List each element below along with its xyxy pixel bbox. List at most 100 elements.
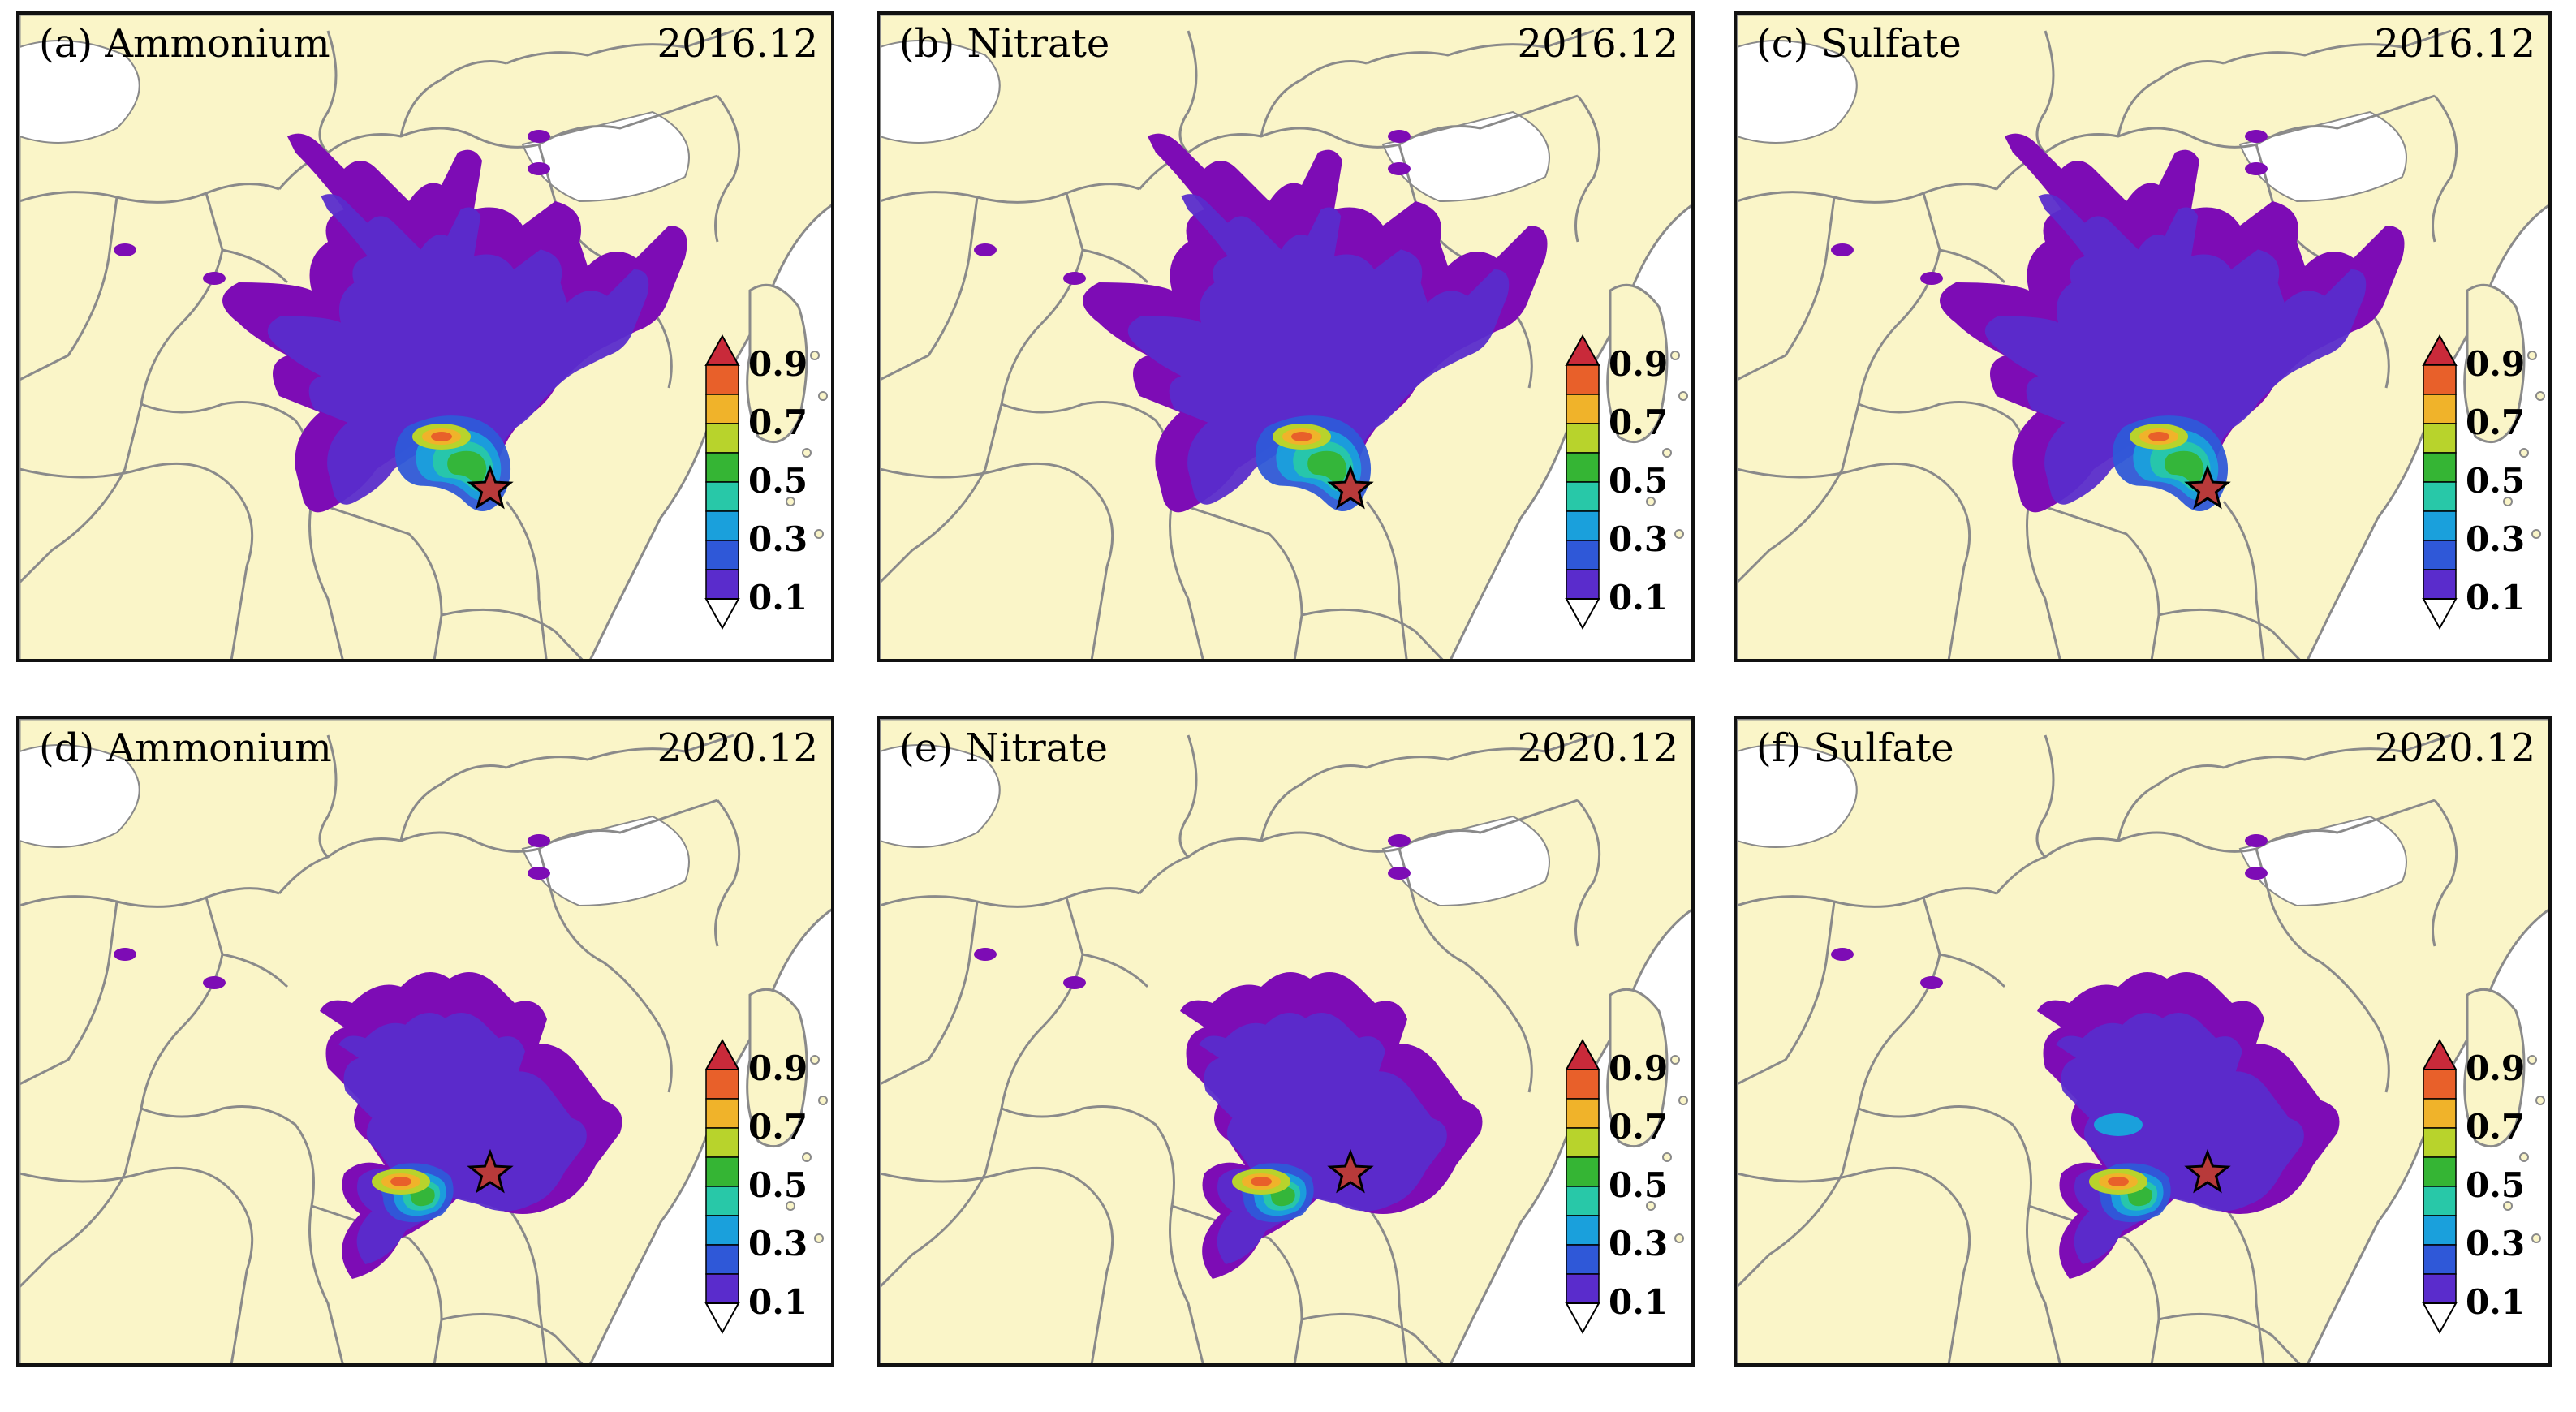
province-border xyxy=(1260,60,1368,137)
island xyxy=(2503,1201,2513,1211)
colorbar-segment xyxy=(705,510,739,541)
province-border xyxy=(441,608,584,659)
province-border xyxy=(2028,1204,2160,1363)
colorbar-tick-label: 0.1 xyxy=(1609,1282,1669,1322)
province-border xyxy=(880,1166,1114,1363)
island xyxy=(1674,529,1684,539)
province-border xyxy=(1366,29,1595,65)
colorbar-tick-label: 0.1 xyxy=(748,1282,808,1322)
star-icon xyxy=(467,464,514,510)
colorbar: 0.9 0.7 0.5 0.3 0.1 xyxy=(2419,320,2540,659)
province-border xyxy=(2320,961,2390,1093)
isolated-contour xyxy=(2245,130,2268,143)
colorbar-segment xyxy=(1566,394,1600,424)
colorbar-segment xyxy=(1566,540,1600,570)
province-border xyxy=(473,94,718,149)
colorbar-segment xyxy=(705,1244,739,1275)
isolated-contour xyxy=(1831,948,1854,961)
isolated-contour xyxy=(203,976,226,989)
panel-label: (f) Sulfate xyxy=(1756,725,1954,771)
colorbar-segment xyxy=(2423,423,2457,454)
province-border xyxy=(2222,501,2265,659)
province-border xyxy=(19,1166,254,1363)
concentration-contours xyxy=(974,834,1483,1279)
colorbar-tick-label: 0.9 xyxy=(2466,344,2526,384)
province-border xyxy=(19,901,118,1086)
colorbar-segment xyxy=(705,481,739,512)
province-border xyxy=(2222,1205,2265,1363)
colorbar-segment xyxy=(2423,1127,2457,1158)
colorbar-extend-max xyxy=(704,1038,740,1070)
colorbar-extend-min xyxy=(2422,1302,2458,1335)
province-border xyxy=(1737,897,1941,1289)
colorbar: 0.9 0.7 0.5 0.3 0.1 xyxy=(701,320,823,659)
province-border xyxy=(1178,734,1198,859)
province-border xyxy=(2158,1312,2301,1363)
colorbar-tick-label: 0.9 xyxy=(748,1048,808,1088)
province-border xyxy=(880,462,1114,659)
colorbar-svg xyxy=(704,1038,740,1335)
island xyxy=(2535,391,2545,401)
province-border xyxy=(1939,953,2006,988)
colorbar-segment xyxy=(1566,364,1600,395)
province-border xyxy=(880,897,1084,1289)
province-border xyxy=(505,1205,548,1363)
colorbar-segment xyxy=(705,1186,739,1216)
colorbar-tick-label: 0.7 xyxy=(748,1107,808,1147)
isolated-contour xyxy=(1063,272,1086,285)
province-border xyxy=(19,192,224,584)
isolated-contour xyxy=(1388,834,1411,847)
island xyxy=(1662,1152,1672,1162)
island xyxy=(818,1096,828,1105)
province-border xyxy=(1574,95,1601,243)
desert-region xyxy=(1737,40,1858,144)
province-border xyxy=(19,183,280,204)
island xyxy=(810,351,820,360)
colorbar-tick-label: 0.9 xyxy=(748,344,808,384)
province-border xyxy=(1995,831,2192,894)
colorbar-tick-label: 0.3 xyxy=(748,1224,808,1263)
colorbar-segment xyxy=(1566,481,1600,512)
bohai-sea xyxy=(521,815,690,907)
island xyxy=(2503,497,2513,506)
island xyxy=(814,1233,824,1243)
province-border xyxy=(2432,799,2458,947)
colorbar: 0.9 0.7 0.5 0.3 0.1 xyxy=(1562,320,1683,659)
isolated-contour xyxy=(2245,867,2268,880)
colorbar-tick-label: 0.5 xyxy=(1609,461,1669,501)
desert-region xyxy=(1737,744,1858,848)
province-border xyxy=(1574,799,1601,947)
korea-peninsula xyxy=(2463,988,2526,1148)
colorbar: 0.9 0.7 0.5 0.3 0.1 xyxy=(701,1024,823,1363)
province-border xyxy=(311,500,443,659)
colorbar-tick-label: 0.3 xyxy=(1609,519,1669,559)
island xyxy=(2527,351,2537,360)
province-border xyxy=(2190,94,2436,149)
province-border xyxy=(880,887,1140,908)
contour-level-1 xyxy=(1984,194,2367,505)
colorbar: 0.9 0.7 0.5 0.3 0.1 xyxy=(2419,1024,2540,1363)
colorbar-segment xyxy=(705,1098,739,1129)
province-border xyxy=(222,953,289,988)
isolated-contour xyxy=(1388,867,1411,880)
island xyxy=(1662,448,1672,458)
isolated-contour xyxy=(1831,243,1854,256)
province-border xyxy=(222,248,289,284)
concentration-contours xyxy=(114,834,622,1279)
star-icon xyxy=(467,1148,514,1194)
province-border xyxy=(603,961,673,1093)
contour-level-1 xyxy=(1127,194,1510,505)
colorbar-segment xyxy=(1566,1273,1600,1304)
isolated-contour xyxy=(1920,272,1943,285)
hotspot-core xyxy=(431,432,452,441)
hotspot-core xyxy=(2108,1177,2129,1186)
colorbar-segment xyxy=(2423,1215,2457,1246)
colorbar-segment xyxy=(705,540,739,570)
colorbar-tick-label: 0.3 xyxy=(1609,1224,1669,1263)
province-border xyxy=(1082,953,1149,988)
map-panel-nitrate-2020: (e) Nitrate 2020.12 0.9 0.7 0.5 0.3 0.1 xyxy=(877,716,1695,1367)
island xyxy=(2519,448,2529,458)
colorbar-svg xyxy=(704,334,740,631)
province-border xyxy=(318,734,338,859)
panel-label: (a) Ammonium xyxy=(39,21,330,67)
